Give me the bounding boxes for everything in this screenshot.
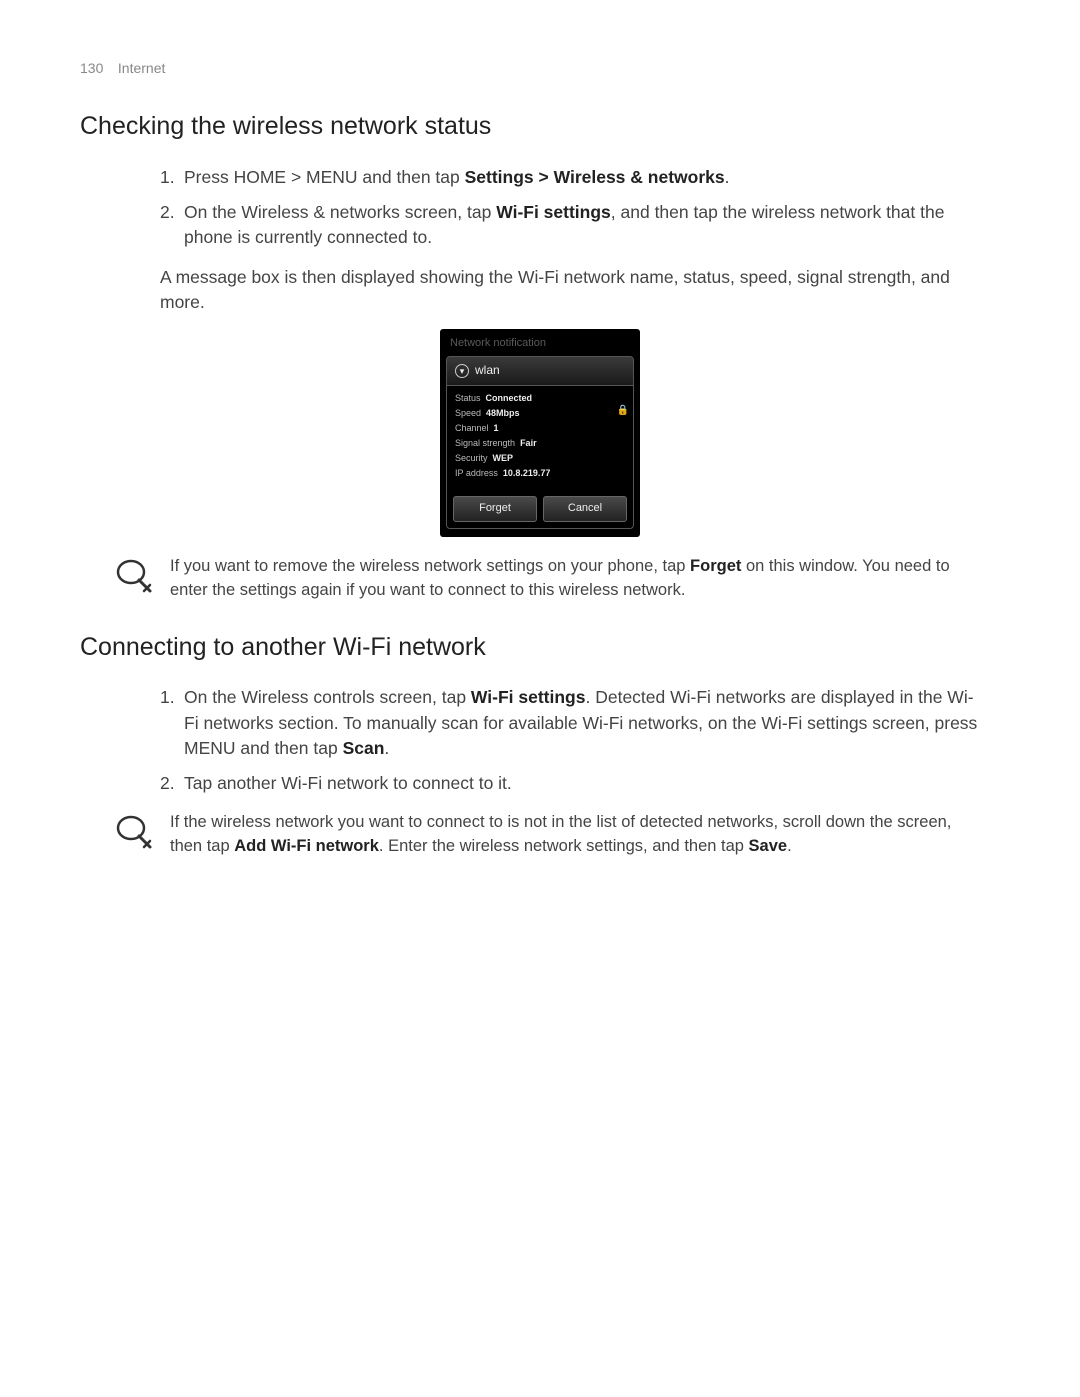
step-1-2: 2. On the Wireless & networks screen, ta… <box>160 200 980 251</box>
step-note-1: A message box is then displayed showing … <box>160 265 980 316</box>
dialog-buttons: Forget Cancel <box>446 490 634 529</box>
section-heading-connect-another: Connecting to another Wi-Fi network <box>80 629 1000 665</box>
forget-button[interactable]: Forget <box>453 496 537 522</box>
security-row: Security WEP <box>455 452 625 465</box>
channel-row: Channel 1 <box>455 422 625 435</box>
step-text: Press HOME > MENU and then tap Settings … <box>184 167 729 187</box>
dialog-header: ▾ wlan <box>446 356 634 385</box>
step-text: On the Wireless & networks screen, tap W… <box>184 202 944 247</box>
dialog-body: 🔒 Status Connected Speed 48Mbps Channel … <box>446 386 634 490</box>
step-2-1: 1. On the Wireless controls screen, tap … <box>160 685 980 761</box>
wlan-name: wlan <box>475 362 500 379</box>
steps-list-2: 1. On the Wireless controls screen, tap … <box>160 685 980 797</box>
keyword-wifi-settings: Wi-Fi settings <box>496 202 611 222</box>
speed-row: Speed 48Mbps <box>455 407 625 420</box>
keyword-forget: Forget <box>690 557 741 575</box>
page-number: 130 <box>80 58 114 78</box>
cancel-button[interactable]: Cancel <box>543 496 627 522</box>
phone-screenshot: Network notification ▾ wlan 🔒 Status Con… <box>80 329 1000 537</box>
keyword-settings-path: Settings > Wireless & networks <box>465 167 725 187</box>
step-number: 2. <box>160 771 175 796</box>
step-number: 1. <box>160 165 175 190</box>
tip-text: If the wireless network you want to conn… <box>170 811 980 859</box>
steps-list-1: 1. Press HOME > MENU and then tap Settin… <box>160 165 980 251</box>
tip-text: If you want to remove the wireless netwo… <box>170 555 980 603</box>
step-text: Tap another Wi-Fi network to connect to … <box>184 773 512 793</box>
phone-bg-title: Network notification <box>446 334 634 356</box>
keyword-add-wifi: Add Wi-Fi network <box>234 837 379 855</box>
step-number: 2. <box>160 200 175 225</box>
magnifier-icon <box>114 555 154 605</box>
step-1-1: 1. Press HOME > MENU and then tap Settin… <box>160 165 980 190</box>
tip-add-network: If the wireless network you want to conn… <box>114 811 980 861</box>
magnifier-icon <box>114 811 154 861</box>
lock-icon: 🔒 <box>617 404 629 419</box>
keyword-save: Save <box>749 837 788 855</box>
step-text: On the Wireless controls screen, tap Wi-… <box>184 687 977 758</box>
signal-row: Signal strength Fair <box>455 437 625 450</box>
section-heading-check-status: Checking the wireless network status <box>80 108 1000 144</box>
phone-dialog: Network notification ▾ wlan 🔒 Status Con… <box>440 329 640 537</box>
keyword-wifi-settings-2: Wi-Fi settings <box>471 687 586 707</box>
tip-forget: If you want to remove the wireless netwo… <box>114 555 980 605</box>
keyword-scan: Scan <box>343 738 385 758</box>
step-2-2: 2. Tap another Wi-Fi network to connect … <box>160 771 980 796</box>
chapter-title: Internet <box>118 60 165 76</box>
step-number: 1. <box>160 685 175 710</box>
page-header: 130 Internet <box>80 58 1000 78</box>
status-row: Status Connected <box>455 392 625 405</box>
ip-row: IP address 10.8.219.77 <box>455 467 625 480</box>
checkmark-icon: ▾ <box>455 364 469 378</box>
